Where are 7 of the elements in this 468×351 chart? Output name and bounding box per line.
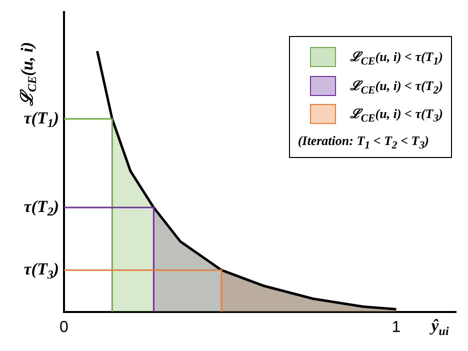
legend-label: ℒ$_{CE}$(u, i) < τ(T$_{3}$) bbox=[350, 105, 443, 125]
y-axis-title: ℒCE(u, i) bbox=[17, 42, 40, 106]
x-tick-label: 1 bbox=[392, 318, 401, 336]
legend-label: ℒ$_{CE}$(u, i) < τ(T$_{2}$) bbox=[350, 76, 443, 96]
x-tick-label: 0 bbox=[60, 318, 69, 336]
legend-label: ℒ$_{CE}$(u, i) < τ(T$_{1}$) bbox=[350, 48, 443, 68]
annotation: (Iteration: T$_{1}$ < T$_{2}$ < T$_{3}$) bbox=[298, 132, 430, 152]
